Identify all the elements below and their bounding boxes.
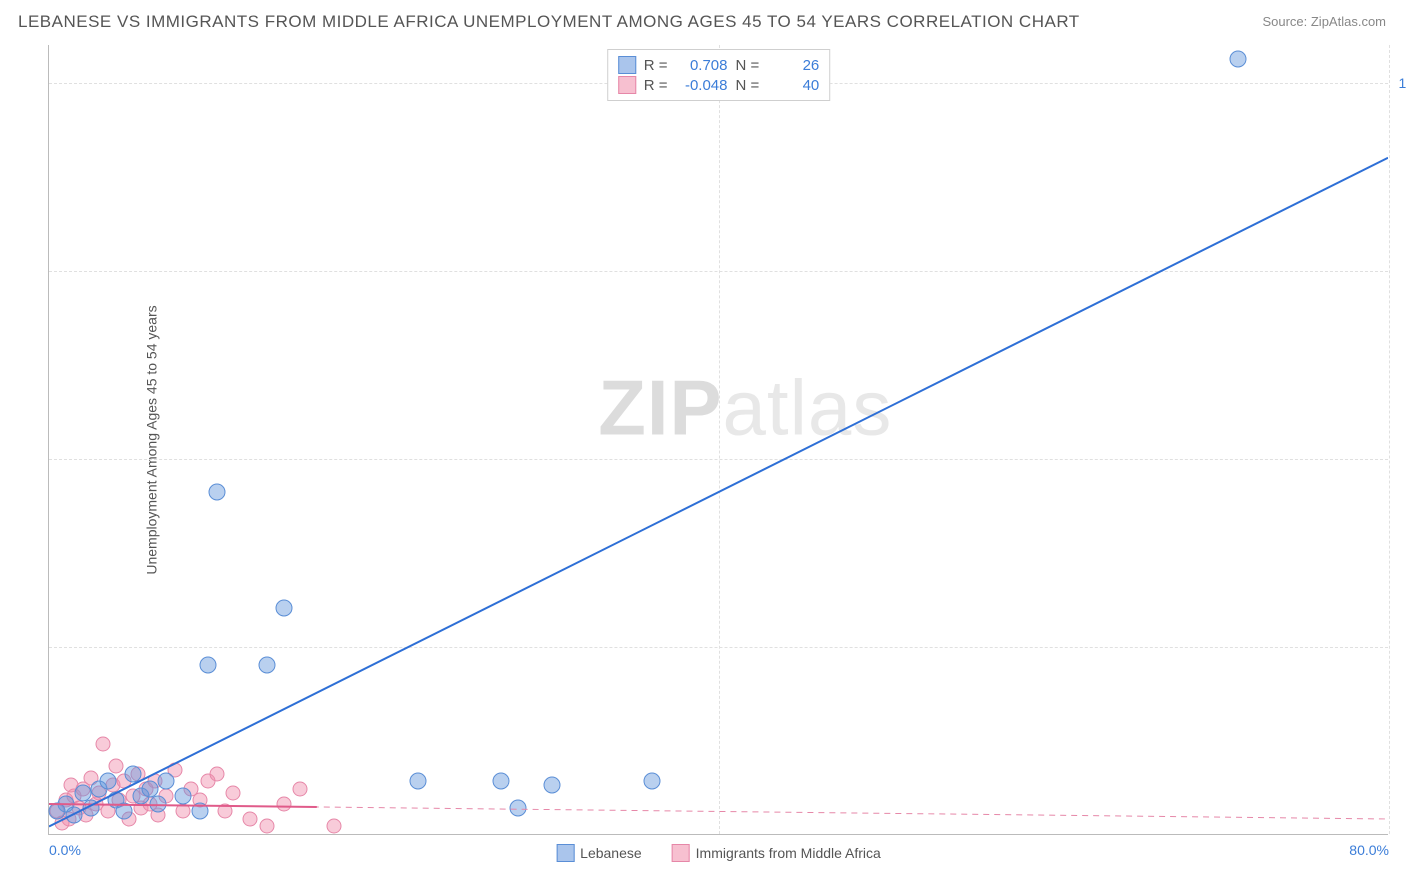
data-point-blue	[644, 773, 661, 790]
data-point-pink	[259, 819, 274, 834]
data-point-blue	[191, 803, 208, 820]
x-tick-label: 80.0%	[1349, 842, 1389, 858]
data-point-blue	[149, 795, 166, 812]
legend-item: Lebanese	[556, 844, 642, 862]
data-point-pink	[243, 811, 258, 826]
watermark-atlas: atlas	[723, 363, 893, 451]
data-point-pink	[226, 785, 241, 800]
data-point-blue	[158, 773, 175, 790]
data-point-blue	[258, 656, 275, 673]
legend-label: Immigrants from Middle Africa	[696, 845, 881, 861]
data-point-pink	[209, 766, 224, 781]
data-point-blue	[124, 765, 141, 782]
legend-series: Lebanese Immigrants from Middle Africa	[556, 844, 881, 862]
data-point-blue	[543, 777, 560, 794]
data-point-pink	[276, 796, 291, 811]
source-label: Source: ZipAtlas.com	[1262, 14, 1386, 29]
data-point-blue	[49, 803, 66, 820]
data-point-pink	[217, 804, 232, 819]
y-tick-label: 100.0%	[1399, 75, 1406, 91]
gridline-v	[1389, 45, 1390, 834]
legend-item: Immigrants from Middle Africa	[672, 844, 881, 862]
r-value: 0.708	[676, 57, 728, 74]
r-value: -0.048	[676, 77, 728, 94]
chart-area: Unemployment Among Ages 45 to 54 years Z…	[48, 45, 1388, 835]
data-point-blue	[1230, 51, 1247, 68]
gridline-v	[719, 45, 720, 834]
data-point-blue	[175, 788, 192, 805]
legend-swatch	[618, 76, 636, 94]
legend-stats: R = 0.708 N = 26 R = -0.048 N = 40	[607, 49, 831, 101]
data-point-pink	[293, 781, 308, 796]
chart-title: LEBANESE VS IMMIGRANTS FROM MIDDLE AFRIC…	[18, 12, 1080, 32]
legend-label: Lebanese	[580, 845, 642, 861]
data-point-blue	[409, 773, 426, 790]
data-point-blue	[510, 799, 527, 816]
r-label: R =	[644, 57, 668, 74]
legend-swatch	[672, 844, 690, 862]
n-value: 26	[767, 57, 819, 74]
data-point-pink	[109, 759, 124, 774]
data-point-blue	[208, 483, 225, 500]
legend-stat-row: R = -0.048 N = 40	[618, 76, 820, 94]
data-point-blue	[66, 807, 83, 824]
data-point-pink	[95, 736, 110, 751]
data-point-pink	[176, 804, 191, 819]
legend-swatch	[618, 56, 636, 74]
watermark: ZIPatlas	[598, 362, 892, 453]
data-point-blue	[82, 799, 99, 816]
data-point-blue	[200, 656, 217, 673]
watermark-zip: ZIP	[598, 363, 722, 451]
data-point-blue	[493, 773, 510, 790]
legend-swatch	[556, 844, 574, 862]
r-label: R =	[644, 77, 668, 94]
y-axis-label: Unemployment Among Ages 45 to 54 years	[144, 305, 160, 574]
data-point-pink	[326, 819, 341, 834]
x-tick-label: 0.0%	[49, 842, 81, 858]
data-point-blue	[99, 773, 116, 790]
data-point-blue	[116, 803, 133, 820]
n-label: N =	[736, 77, 760, 94]
data-point-blue	[275, 600, 292, 617]
legend-stat-row: R = 0.708 N = 26	[618, 56, 820, 74]
n-label: N =	[736, 57, 760, 74]
n-value: 40	[767, 77, 819, 94]
